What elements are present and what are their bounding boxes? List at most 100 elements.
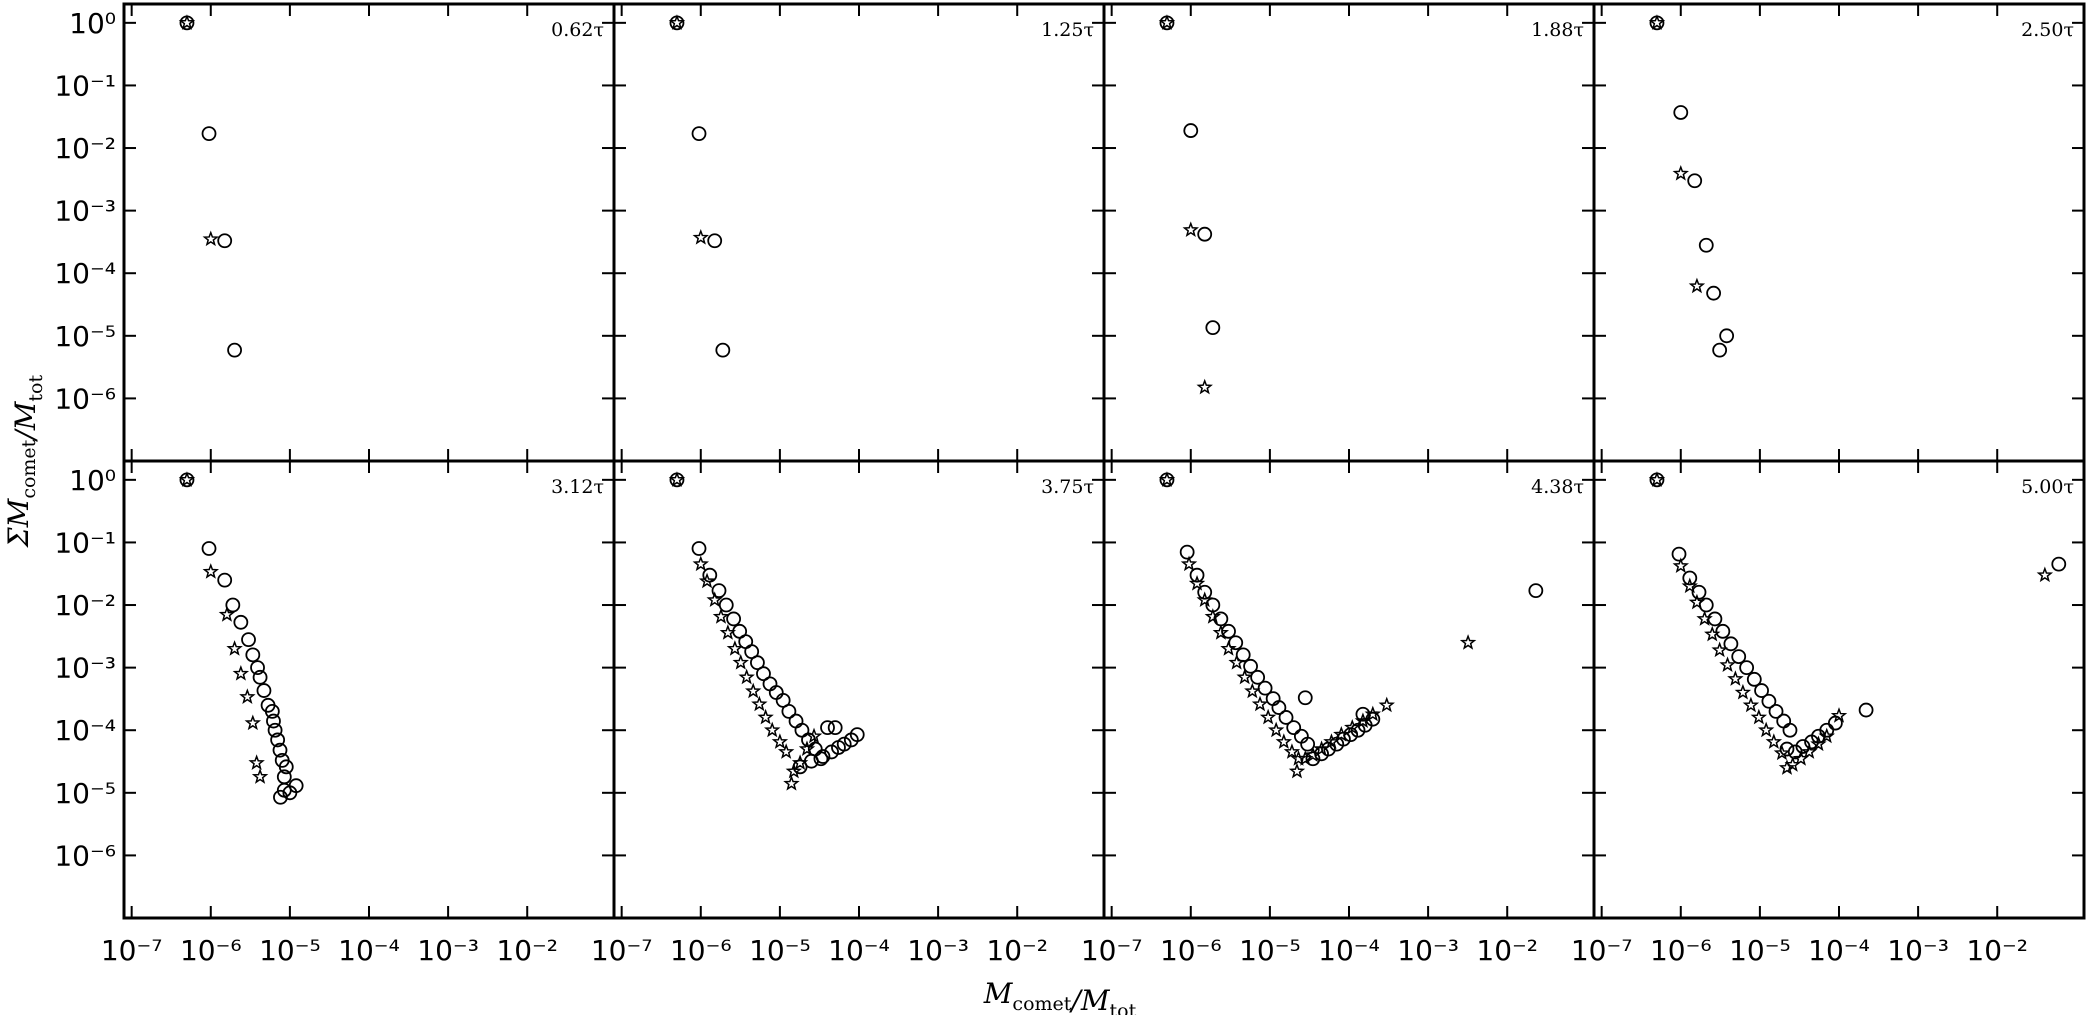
- circle-marker: [278, 759, 294, 775]
- circle-marker: [1250, 669, 1266, 685]
- circle-marker: [250, 660, 265, 676]
- circle-marker: [1671, 546, 1687, 562]
- panel: 10⁻⁷ 10⁻⁶ 10⁻⁵ 10⁻⁴ 10⁻³ 10⁻² 5.00τ: [1571, 459, 2086, 967]
- star-marker: [232, 665, 250, 681]
- circle-marker: [707, 233, 723, 249]
- x-tick-label: 10⁻⁴: [828, 934, 890, 967]
- circle-marker: [1698, 237, 1714, 253]
- circle-marker: [1682, 570, 1698, 586]
- y-tick-label: 10⁻³: [54, 195, 116, 228]
- time-annotation: 0.62τ: [551, 19, 604, 41]
- circle-marker: [1723, 636, 1739, 652]
- circle-marker: [1271, 700, 1287, 715]
- x-tick-label: 10⁻⁶: [1160, 934, 1222, 967]
- circle-marker: [1858, 702, 1874, 718]
- star-marker: [1672, 164, 1689, 181]
- y-tick-label: 10⁻¹: [54, 69, 116, 102]
- y-tick-label: 10⁻²: [54, 132, 116, 165]
- x-tick-label: 10⁻³: [1887, 934, 1949, 967]
- x-tick-label: 10⁻²: [986, 934, 1048, 967]
- star-marker: [244, 714, 262, 731]
- circle-marker: [794, 722, 810, 738]
- star-marker: [1333, 725, 1350, 742]
- star-marker: [798, 740, 816, 757]
- circle-marker: [225, 597, 241, 613]
- star-marker: [1158, 14, 1176, 30]
- star-marker: [248, 754, 265, 770]
- circle-marker: [1205, 320, 1221, 336]
- panel: 2.50τ: [1592, 2, 2086, 463]
- star-marker: [751, 695, 768, 712]
- circle-marker: [252, 669, 268, 685]
- circle-marker: [1257, 680, 1273, 696]
- circle-marker: [217, 233, 233, 249]
- star-marker: [251, 768, 269, 784]
- circle-marker: [711, 583, 727, 599]
- circle-marker: [756, 666, 771, 682]
- y-tick-label: 10⁻⁵: [54, 777, 116, 810]
- circle-marker: [1691, 584, 1707, 600]
- star-marker: [785, 762, 803, 779]
- star-marker: [738, 668, 755, 685]
- star-marker: [1204, 608, 1222, 624]
- panel-frame: [1102, 2, 1596, 463]
- x-tick-label: 10⁻⁷: [591, 934, 653, 967]
- y-tick-label: 10⁻⁶: [54, 839, 116, 872]
- circle-marker: [750, 655, 765, 671]
- circle-marker: [1278, 710, 1294, 725]
- circle-marker: [1731, 649, 1747, 665]
- star-marker: [1830, 707, 1848, 723]
- star-marker: [1323, 733, 1340, 749]
- star-marker: [2036, 566, 2054, 583]
- circle-marker: [1528, 583, 1544, 599]
- star-marker: [178, 14, 196, 30]
- star-marker: [1734, 683, 1752, 700]
- star-marker: [1267, 721, 1285, 738]
- time-annotation: 1.25τ: [1041, 19, 1094, 41]
- star-marker: [226, 640, 243, 656]
- x-axis-label: Mcomet/Mtot: [983, 977, 1137, 1015]
- circle-marker: [718, 597, 734, 613]
- star-marker: [805, 727, 823, 744]
- panel-frame: [1102, 459, 1596, 920]
- circle-marker: [270, 732, 286, 748]
- circle-marker: [768, 685, 784, 700]
- panel: 10⁻⁷ 10⁻⁶ 10⁻⁵ 10⁻⁴ 10⁻³ 10⁻² 10⁰ 10⁻¹ 10⁻² 10⁻³ 1…: [54, 459, 616, 967]
- circle-marker: [2051, 556, 2067, 572]
- star-marker: [791, 754, 809, 770]
- circle-marker: [264, 703, 280, 719]
- star-marker: [732, 654, 749, 670]
- x-tick-label: 10⁻⁶: [1650, 934, 1712, 967]
- panel-frame: [612, 459, 1106, 920]
- circle-marker: [227, 342, 242, 358]
- star-marker: [1220, 640, 1237, 656]
- y-tick-label: 10⁻⁵: [54, 320, 116, 353]
- star-marker: [1354, 712, 1372, 729]
- circle-marker: [1706, 285, 1722, 301]
- star-marker: [692, 555, 709, 572]
- star-marker: [1196, 378, 1213, 395]
- x-tick-label: 10⁻⁷: [1571, 934, 1633, 967]
- star-marker: [777, 743, 795, 759]
- circle-marker: [1673, 105, 1689, 120]
- panel-frame: [612, 2, 1106, 463]
- star-marker: [1688, 277, 1706, 294]
- x-tick-label: 10⁻²: [1476, 934, 1538, 967]
- circle-marker: [1776, 713, 1792, 729]
- circle-marker: [201, 126, 217, 142]
- star-marker: [1711, 641, 1728, 658]
- circle-marker: [1189, 567, 1205, 583]
- star-marker: [668, 471, 686, 487]
- star-marker: [1648, 14, 1666, 30]
- panel-frame: [122, 459, 616, 920]
- star-marker: [1818, 727, 1835, 744]
- star-marker: [1719, 656, 1736, 673]
- star-marker: [239, 688, 256, 704]
- circle-marker: [245, 647, 261, 663]
- x-tick-label: 10⁻⁴: [338, 934, 400, 967]
- circle-marker: [273, 789, 288, 805]
- star-marker: [1672, 557, 1689, 574]
- star-marker: [668, 14, 686, 30]
- circle-marker: [781, 703, 797, 719]
- y-axis-label: ΣMcomet/Mtot: [2, 375, 47, 549]
